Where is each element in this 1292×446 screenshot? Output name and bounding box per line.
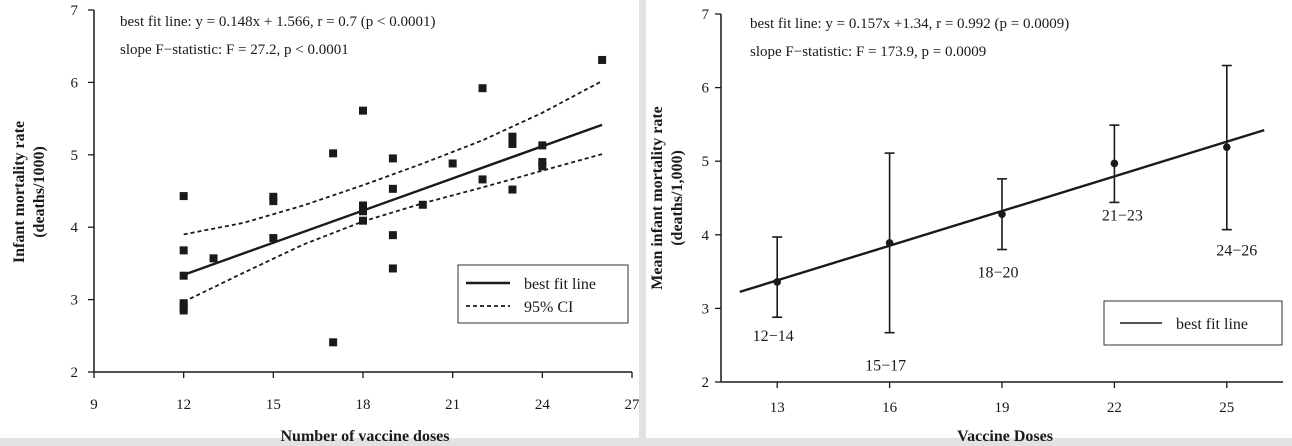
data-point (359, 207, 367, 216)
legend-box-right (1103, 300, 1283, 346)
y-tick-label: 5 (702, 154, 710, 170)
x-tick-label: 22 (1107, 400, 1122, 416)
fit-annotation: best fit line: y = 0.148x + 1.566, r = 0… (120, 14, 435, 30)
x-tick-label: 21 (445, 397, 460, 413)
bottom-border (0, 438, 1292, 446)
data-point (388, 264, 397, 273)
data-point (269, 192, 278, 201)
data-point (269, 197, 278, 206)
ci-upper-line (183, 80, 603, 236)
legend-right: best fit line (1103, 300, 1283, 346)
y-tick-label: 6 (702, 81, 710, 97)
scatter-chart: 9 12 15 18 21 24 27 2 3 4 5 6 7 best fit line: y = 0… (11, 3, 640, 445)
y-axis-unit: (deaths/1000) (31, 146, 48, 238)
mean-point (1110, 159, 1119, 168)
y-tick-label: 5 (71, 148, 79, 164)
x-tick-label: 25 (1219, 400, 1234, 416)
data-point (329, 338, 338, 347)
mean-point (998, 210, 1006, 218)
legend: best fit line 95% CI (457, 264, 629, 324)
data-point (179, 192, 188, 201)
data-point (209, 254, 218, 263)
data-point (508, 185, 517, 194)
x-tick-label: 18 (356, 397, 371, 413)
y-tick-label: 3 (71, 293, 79, 309)
group-label: 24−26 (1216, 243, 1257, 260)
f-stat-annotation-right: slope F−statistic: F = 173.9, p = 0.0009 (750, 44, 986, 60)
x-axis-title: Number of vaccine doses (280, 428, 449, 445)
data-point (359, 201, 367, 210)
data-point (508, 139, 517, 148)
y-axis-title: Infant mortality rate (11, 121, 28, 263)
group-label: 15−17 (865, 358, 906, 375)
data-point (598, 55, 607, 64)
y-tick-label: 7 (702, 7, 710, 23)
y-tick-label: 3 (702, 301, 710, 317)
x-tick-label: 24 (535, 397, 551, 413)
data-point (359, 106, 367, 115)
x-tick-label: 13 (770, 400, 785, 416)
y-tick-label: 6 (71, 75, 79, 91)
data-point (179, 246, 188, 255)
y-axis-title-right: Mean infant mortality rate (649, 106, 666, 290)
x-axis-title-right: Vaccine Doses (957, 428, 1053, 445)
data-point (538, 158, 547, 167)
legend-fit-label-right: best fit line (1176, 316, 1248, 333)
y-axis-unit-right: (deaths/1,000) (669, 150, 686, 246)
f-stat-annotation: slope F−statistic: F = 27.2, p < 0.0001 (120, 42, 349, 58)
data-point (418, 200, 427, 209)
data-point (179, 306, 188, 315)
fit-annotation-right: best fit line: y = 0.157x +1.34, r = 0.9… (750, 16, 1069, 32)
data-point (478, 84, 487, 93)
y-tick-label: 4 (702, 228, 710, 244)
data-point (508, 132, 517, 141)
data-point (478, 175, 487, 184)
mean-point (773, 278, 781, 286)
y-tick-label: 2 (702, 375, 710, 391)
legend-ci-label: 95% CI (524, 299, 573, 316)
data-point (179, 271, 188, 280)
group-label: 18−20 (977, 265, 1018, 282)
group-label: 12−14 (753, 328, 794, 345)
data-point (329, 149, 338, 158)
data-point (538, 141, 547, 150)
data-point (538, 162, 547, 171)
data-point (359, 216, 367, 225)
data-point (269, 234, 278, 243)
data-point (388, 184, 397, 193)
ci-lower-line (183, 153, 603, 303)
x-tick-label: 16 (882, 400, 898, 416)
panel-divider (639, 0, 646, 446)
legend-box (457, 264, 629, 324)
group-label: 21−23 (1102, 207, 1143, 224)
group-means-chart: 13 16 19 22 25 2 3 4 5 6 7 12−14 15−17 18−20 21−23 24−… (649, 7, 1283, 445)
data-point (388, 154, 397, 163)
x-tick-label: 12 (176, 397, 191, 413)
legend-fit-label: best fit line (524, 276, 596, 293)
x-tick-label: 27 (625, 397, 641, 413)
data-point (388, 231, 397, 240)
mean-point (1223, 143, 1231, 152)
y-tick-label: 2 (71, 365, 79, 381)
mean-point (885, 239, 894, 247)
y-tick-label: 7 (71, 3, 79, 19)
best-fit-line (183, 123, 603, 276)
x-tick-label: 19 (995, 400, 1010, 416)
x-tick-label: 15 (266, 397, 281, 413)
y-tick-label: 4 (71, 220, 79, 236)
x-tick-label: 9 (90, 397, 98, 413)
data-point (448, 159, 457, 168)
